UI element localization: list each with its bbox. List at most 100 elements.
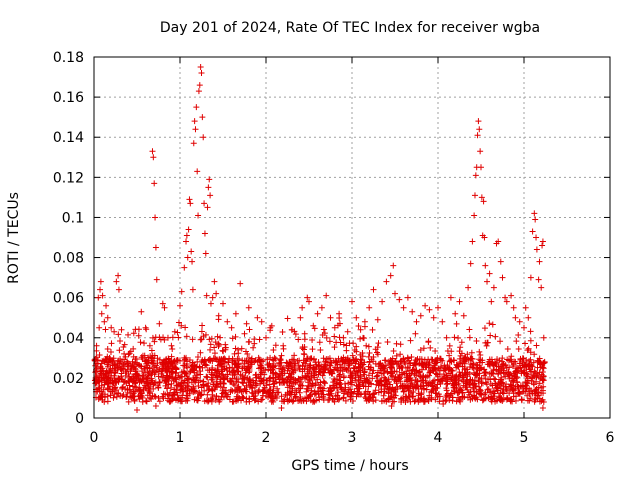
data-point-band — [351, 365, 358, 372]
data-point-band — [303, 398, 310, 405]
data-point — [178, 288, 185, 295]
data-point — [207, 192, 214, 199]
data-point-band — [198, 358, 205, 365]
data-point-band — [131, 396, 138, 403]
data-point-band — [244, 350, 251, 357]
data-point-band — [272, 378, 279, 385]
data-point-band — [326, 338, 333, 345]
data-point-band — [137, 339, 144, 346]
data-point — [197, 64, 204, 71]
data-point-band — [272, 342, 279, 349]
data-point-band — [469, 355, 476, 362]
data-point-band — [214, 333, 221, 340]
data-point-band — [533, 374, 540, 381]
data-point-band — [265, 361, 272, 368]
data-point-band — [366, 358, 373, 365]
data-point — [472, 172, 479, 179]
x-tick-label: 0 — [90, 430, 99, 446]
data-point-band — [468, 349, 475, 356]
data-point-band — [500, 360, 507, 367]
data-point — [152, 214, 159, 221]
data-point-band — [435, 391, 442, 398]
data-point — [192, 126, 199, 133]
data-point-band — [160, 359, 167, 366]
data-point — [181, 264, 188, 271]
data-point-band — [529, 363, 536, 370]
data-point-band — [319, 384, 326, 391]
data-point-band — [243, 398, 250, 405]
data-point-band — [532, 369, 539, 376]
data-point-band — [174, 329, 181, 336]
data-point-band — [268, 322, 275, 329]
data-point-band — [401, 382, 408, 389]
data-point-band — [411, 361, 418, 368]
data-point-band — [378, 397, 385, 404]
x-tick-label: 4 — [434, 430, 443, 446]
data-point-band — [301, 336, 308, 343]
data-point — [443, 334, 450, 341]
data-point-band — [539, 396, 546, 403]
data-point-band — [299, 362, 306, 369]
data-point-band — [351, 388, 358, 395]
data-point-band — [127, 348, 134, 355]
data-point-band — [104, 398, 111, 405]
data-point-band — [205, 383, 212, 390]
data-point-band — [107, 355, 114, 362]
data-point-band — [291, 364, 298, 371]
data-point-band — [329, 395, 336, 402]
data-point-band — [513, 369, 520, 376]
data-point-band — [493, 366, 500, 373]
data-point-band — [448, 358, 455, 365]
data-point-band — [496, 367, 503, 374]
data-point-band — [295, 398, 302, 405]
data-point-band — [389, 373, 396, 380]
data-point — [207, 300, 214, 307]
data-point-band — [375, 382, 382, 389]
data-point-band — [219, 347, 226, 354]
data-point — [149, 148, 156, 155]
data-point-band — [476, 367, 483, 374]
data-point-band — [199, 322, 206, 329]
data-point-band — [470, 392, 477, 399]
data-point-band — [335, 396, 342, 403]
data-point-band — [315, 359, 322, 366]
data-point-band — [272, 392, 279, 399]
data-point-band — [267, 327, 274, 334]
data-point-band — [216, 356, 223, 363]
data-point — [516, 318, 523, 325]
data-point — [135, 332, 142, 339]
data-point-band — [139, 373, 146, 380]
data-point-band — [277, 362, 284, 369]
data-point-band — [458, 350, 465, 357]
data-point-band — [141, 382, 148, 389]
data-point-band — [270, 374, 277, 381]
data-point-band — [403, 377, 410, 384]
data-point — [199, 114, 206, 121]
data-point — [134, 406, 140, 413]
data-point — [481, 234, 488, 241]
data-point-band — [125, 351, 132, 358]
data-point-band — [262, 367, 269, 374]
data-point-band — [274, 385, 281, 392]
data-point-band — [144, 362, 151, 369]
data-point — [331, 324, 338, 331]
data-point-band — [510, 377, 517, 384]
data-point-band — [200, 382, 207, 389]
data-point-band — [420, 345, 427, 352]
data-point — [535, 276, 542, 283]
data-point — [237, 280, 244, 287]
data-point-band — [493, 397, 500, 404]
data-point-band — [489, 395, 496, 402]
data-point-band — [165, 381, 172, 388]
data-point-band — [235, 368, 242, 375]
data-point-band — [215, 316, 222, 323]
data-point-band — [473, 372, 480, 379]
data-point-band — [327, 362, 334, 369]
data-point-band — [147, 390, 154, 397]
data-point — [430, 314, 437, 321]
data-point — [344, 328, 351, 335]
data-point-band — [515, 346, 522, 353]
data-point-band — [269, 356, 276, 363]
y-tick-label: 0.12 — [53, 170, 84, 186]
data-point-band — [534, 364, 541, 371]
